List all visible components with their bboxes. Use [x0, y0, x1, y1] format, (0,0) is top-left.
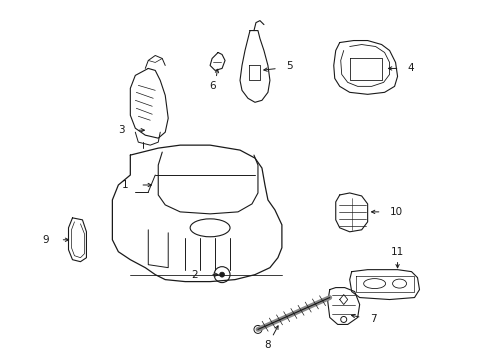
Text: 5: 5: [285, 62, 292, 71]
Text: 4: 4: [407, 63, 413, 73]
Text: 8: 8: [264, 340, 271, 350]
Circle shape: [219, 272, 224, 277]
Text: 3: 3: [118, 125, 124, 135]
Text: 11: 11: [390, 247, 404, 257]
Text: 7: 7: [369, 314, 375, 324]
Text: 9: 9: [42, 235, 48, 245]
Text: 10: 10: [389, 207, 402, 217]
Text: 1: 1: [122, 180, 128, 190]
Text: 6: 6: [208, 81, 215, 91]
Text: 2: 2: [191, 270, 198, 280]
